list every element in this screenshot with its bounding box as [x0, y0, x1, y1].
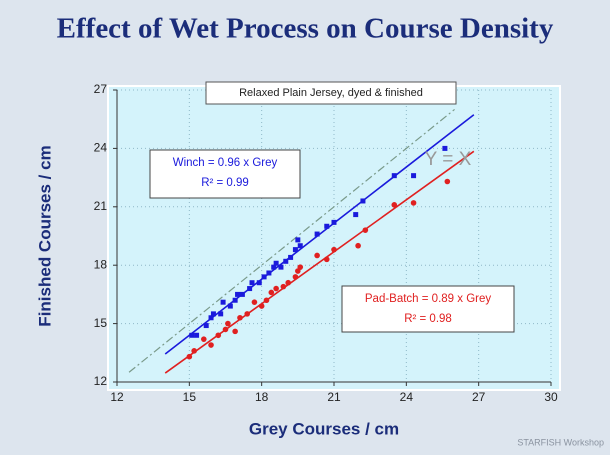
point: [232, 328, 238, 335]
point: [297, 264, 304, 270]
point: [278, 264, 284, 270]
y-axis-label: Finished Courses / cm: [35, 145, 54, 326]
point: [220, 299, 226, 305]
point: [258, 303, 265, 309]
x-axis-label: Grey Courses / cm: [249, 419, 399, 438]
x-tick-label: 30: [544, 390, 558, 404]
x-tick-label: 27: [472, 390, 486, 404]
point: [201, 336, 207, 342]
point: [280, 283, 287, 290]
point: [442, 145, 448, 151]
point: [353, 212, 359, 218]
point: [222, 326, 229, 333]
point: [331, 246, 337, 253]
point: [271, 264, 277, 270]
point: [249, 280, 255, 286]
point: [203, 323, 209, 329]
point: [210, 311, 216, 317]
point: [266, 270, 272, 276]
y-tick-label: 27: [94, 82, 108, 96]
point: [362, 227, 369, 233]
point: [283, 258, 289, 264]
point: [194, 332, 200, 338]
point: [251, 299, 258, 305]
point: [225, 320, 231, 327]
point: [391, 202, 398, 208]
point: [261, 274, 267, 280]
annotation-text: R² = 0.99: [201, 177, 249, 189]
annotation-text: R² = 0.98: [404, 313, 452, 325]
point: [292, 247, 298, 253]
point: [314, 231, 320, 237]
point: [232, 297, 238, 303]
x-tick-label: 18: [255, 390, 269, 404]
y-tick-label: 15: [94, 316, 108, 330]
point: [208, 342, 214, 348]
annotation-text: Pad-Batch = 0.89 x Grey: [365, 293, 491, 305]
footer: STARFISH Workshop: [517, 437, 604, 447]
annotation-text: Y = X: [425, 149, 472, 170]
point: [323, 256, 330, 263]
point: [273, 260, 279, 266]
point: [235, 291, 241, 297]
subtitle-box: [205, 81, 457, 105]
point: [285, 279, 291, 286]
point: [227, 303, 233, 309]
point: [239, 291, 245, 297]
y-tick-label: 18: [94, 257, 108, 271]
point: [237, 314, 243, 321]
point: [292, 274, 299, 280]
point: [218, 311, 224, 317]
x-tick-label: 21: [327, 390, 341, 404]
point: [263, 297, 270, 304]
annotation-box: [149, 149, 301, 199]
y-tick-label: 24: [94, 141, 108, 155]
point: [360, 198, 366, 204]
y-tick-label: 12: [94, 374, 108, 388]
annotation-box: [341, 285, 515, 333]
x-tick-label: 24: [400, 390, 414, 404]
point: [191, 348, 197, 354]
x-tick-label: 15: [183, 390, 197, 404]
point: [186, 353, 193, 360]
point: [391, 173, 397, 179]
point: [324, 223, 330, 229]
point: [268, 289, 275, 296]
x-tick-label: 12: [110, 390, 124, 404]
point: [244, 311, 250, 317]
point: [256, 280, 262, 286]
point: [215, 332, 222, 339]
point: [297, 243, 303, 249]
point: [331, 219, 337, 225]
chart-title: Effect of Wet Process on Course Density: [57, 13, 554, 45]
point: [444, 178, 451, 185]
point: [314, 252, 320, 259]
point: [355, 242, 361, 249]
point: [410, 200, 417, 206]
point: [295, 237, 301, 243]
point: [288, 254, 294, 260]
point: [189, 332, 195, 338]
point: [273, 285, 279, 292]
point: [208, 315, 214, 321]
point: [247, 286, 253, 292]
y-tick-label: 21: [94, 199, 108, 213]
fit-line: [128, 109, 455, 373]
annotation-text: Winch = 0.96 x Grey: [173, 157, 278, 169]
point: [411, 173, 417, 179]
subtitle: Relaxed Plain Jersey, dyed & finished: [239, 87, 423, 99]
